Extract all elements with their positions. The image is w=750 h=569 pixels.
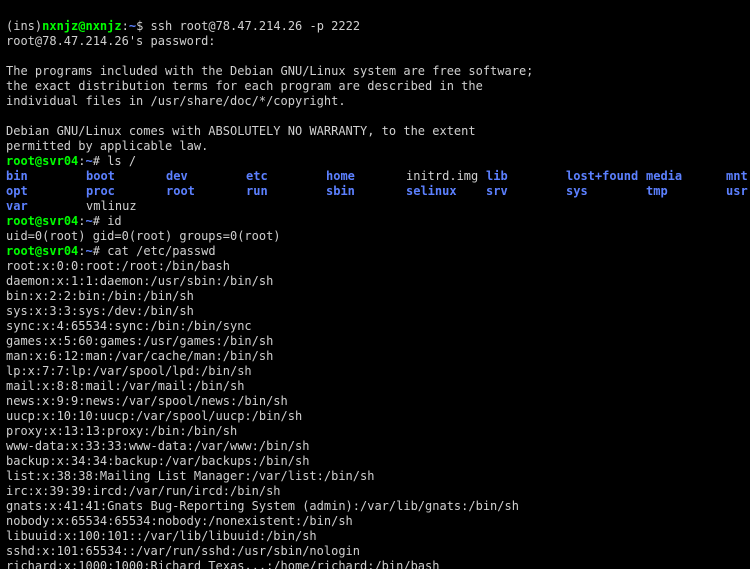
- terminal-output[interactable]: (ins)nxnjz@nxnjz:~$ ssh root@78.47.214.2…: [0, 0, 750, 569]
- ls-entry: run: [246, 184, 326, 199]
- passwd-line: irc:x:39:39:ircd:/var/run/ircd:/bin/sh: [6, 484, 281, 498]
- passwd-line: www-data:x:33:33:www-data:/var/www:/bin/…: [6, 439, 309, 453]
- passwd-line: backup:x:34:34:backup:/var/backups:/bin/…: [6, 454, 309, 468]
- cmd-ls: ls /: [107, 154, 136, 168]
- ls-entry: selinux: [406, 184, 486, 199]
- cmd-ssh: ssh root@78.47.214.26 -p 2222: [151, 19, 361, 33]
- remote-prompt-path: ~: [86, 214, 93, 228]
- ls-entry: tmp: [646, 184, 726, 199]
- ls-entry: var: [6, 199, 86, 214]
- passwd-line: richard:x:1000:1000:Richard Texas,,,:/ho…: [6, 559, 439, 569]
- passwd-line: mail:x:8:8:mail:/var/mail:/bin/sh: [6, 379, 244, 393]
- passwd-line: lp:x:7:7:lp:/var/spool/lpd:/bin/sh: [6, 364, 252, 378]
- sigil: #: [93, 154, 100, 168]
- passwd-line: bin:x:2:2:bin:/bin:/bin/sh: [6, 289, 194, 303]
- passwd-line: nobody:x:65534:65534:nobody:/nonexistent…: [6, 514, 353, 528]
- passwd-line: sys:x:3:3:sys:/dev:/bin/sh: [6, 304, 194, 318]
- passwd-line: list:x:38:38:Mailing List Manager:/var/l…: [6, 469, 374, 483]
- remote-prompt-user: root: [6, 154, 35, 168]
- ls-entry: home: [326, 169, 406, 184]
- ls-entry: media: [646, 169, 726, 184]
- ls-entry: vmlinuz: [86, 199, 166, 214]
- ls-entry: lost+found: [566, 169, 646, 184]
- motd-line: individual files in /usr/share/doc/*/cop…: [6, 94, 346, 108]
- ls-entry: srv: [486, 184, 566, 199]
- remote-prompt-host: svr04: [42, 214, 78, 228]
- remote-prompt-user: root: [6, 214, 35, 228]
- passwd-line: sshd:x:101:65534::/var/run/sshd:/usr/sbi…: [6, 544, 360, 558]
- ls-entry: bin: [6, 169, 86, 184]
- passwd-line: root:x:0:0:root:/root:/bin/bash: [6, 259, 230, 273]
- remote-prompt-user: root: [6, 244, 35, 258]
- ls-entry: proc: [86, 184, 166, 199]
- ls-entry: lib: [486, 169, 566, 184]
- motd-line: The programs included with the Debian GN…: [6, 64, 533, 78]
- local-prompt-user: nxnjz: [42, 19, 78, 33]
- passwd-line: proxy:x:13:13:proxy:/bin:/bin/sh: [6, 424, 237, 438]
- passwd-line: sync:x:4:65534:sync:/bin:/bin/sync: [6, 319, 252, 333]
- remote-prompt-host: svr04: [42, 154, 78, 168]
- ls-entry: etc: [246, 169, 326, 184]
- local-prompt-host: nxnjz: [85, 19, 121, 33]
- sigil: #: [93, 214, 100, 228]
- motd-line: Debian GNU/Linux comes with ABSOLUTELY N…: [6, 124, 476, 138]
- passwd-line: daemon:x:1:1:daemon:/usr/sbin:/bin/sh: [6, 274, 273, 288]
- local-prompt-path: ~: [129, 19, 136, 33]
- passwd-line: news:x:9:9:news:/var/spool/news:/bin/sh: [6, 394, 288, 408]
- remote-prompt-path: ~: [86, 244, 93, 258]
- ls-entry: initrd.img: [406, 169, 486, 184]
- motd-line: permitted by applicable law.: [6, 139, 208, 153]
- ls-output: binbootdevetchomeinitrd.imgliblost+found…: [6, 169, 750, 214]
- passwd-line: man:x:6:12:man:/var/cache/man:/bin/sh: [6, 349, 273, 363]
- id-output: uid=0(root) gid=0(root) groups=0(root): [6, 229, 281, 243]
- ls-entry: mnt: [726, 169, 750, 184]
- ls-entry: sys: [566, 184, 646, 199]
- ls-entry: dev: [166, 169, 246, 184]
- remote-prompt-host: svr04: [42, 244, 78, 258]
- remote-prompt-path: ~: [86, 154, 93, 168]
- passwd-line: gnats:x:41:41:Gnats Bug-Reporting System…: [6, 499, 519, 513]
- dollar: $: [136, 19, 143, 33]
- ls-entry: sbin: [326, 184, 406, 199]
- ls-entry: usr: [726, 184, 750, 199]
- passwd-line: libuuid:x:100:101::/var/lib/libuuid:/bin…: [6, 529, 317, 543]
- local-prompt-mode: (ins): [6, 19, 42, 33]
- ls-entry: opt: [6, 184, 86, 199]
- sigil: #: [93, 244, 100, 258]
- cmd-cat: cat /etc/passwd: [107, 244, 215, 258]
- passwd-line: uucp:x:10:10:uucp:/var/spool/uucp:/bin/s…: [6, 409, 302, 423]
- colon: :: [122, 19, 129, 33]
- ls-entry: root: [166, 184, 246, 199]
- ls-entry: boot: [86, 169, 166, 184]
- motd-line: the exact distribution terms for each pr…: [6, 79, 483, 93]
- cmd-id: id: [107, 214, 121, 228]
- passwd-line: games:x:5:60:games:/usr/games:/bin/sh: [6, 334, 273, 348]
- password-prompt: root@78.47.214.26's password:: [6, 34, 216, 48]
